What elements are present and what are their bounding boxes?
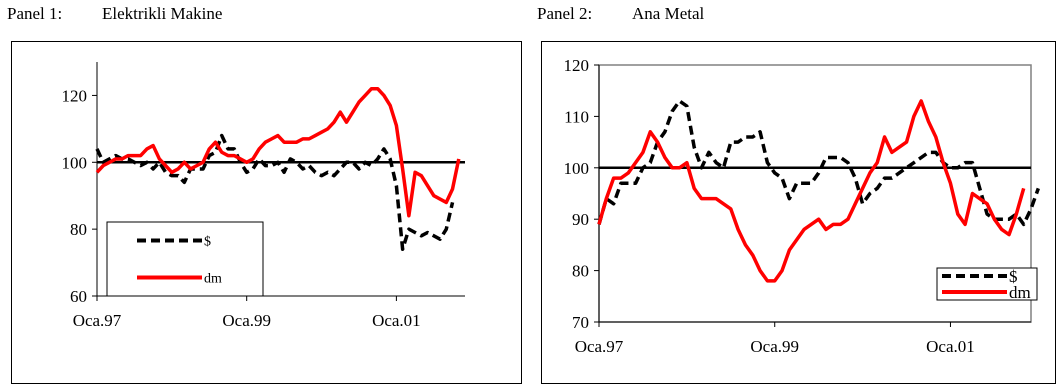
panel-1-title: Elektrikli Makine <box>102 4 223 23</box>
series-dm-line <box>95 86 461 218</box>
x-tick-label: Oca.97 <box>73 311 122 330</box>
panel-1-chart-frame: 60 80 100 120 Oca.97 Oca.99 Oca.01 $ dm <box>11 41 522 384</box>
legend-box <box>936 267 1038 301</box>
panel-1-caption: Panel 1: Elektrikli Makine <box>7 4 222 24</box>
x-tick-label: Oca.01 <box>372 311 421 330</box>
series-usd-line <box>597 99 1040 227</box>
panel-2-chart: 70 80 90 100 110 120 Oca.97 Oca.99 Oca.01 $dm <box>564 56 1040 356</box>
y-tick-label: 70 <box>572 313 589 332</box>
legend-label: $ <box>204 234 211 249</box>
panel-1-label: Panel 1: <box>7 4 63 23</box>
series-dm-line <box>597 99 1026 283</box>
legend-label: dm <box>1009 283 1031 302</box>
x-tick-label: Oca.01 <box>926 337 975 356</box>
panel-2-title: Ana Metal <box>632 4 705 23</box>
x-tick-label: Oca.97 <box>575 337 624 356</box>
legend-box <box>106 221 264 297</box>
x-tick-label: Oca.99 <box>222 311 271 330</box>
legend-label: $ <box>1009 267 1018 286</box>
y-tick-label: 100 <box>564 159 590 178</box>
x-tick-label: Oca.99 <box>750 337 799 356</box>
panel-2-chart-frame: 70 80 90 100 110 120 Oca.97 Oca.99 Oca.01 $ dm <box>541 41 1056 384</box>
y-tick-label: 80 <box>572 262 589 281</box>
y-tick-label: 120 <box>62 86 88 105</box>
y-tick-label: 110 <box>564 107 589 126</box>
panel-1-chart: 60 80 100 120 Oca.97 Oca.99 Oca.01 $ dm <box>62 62 465 330</box>
panel-2-label: Panel 2: <box>537 4 593 23</box>
series-usd-line <box>95 133 455 251</box>
y-tick-label: 60 <box>70 287 87 306</box>
y-tick-label: 80 <box>70 220 87 239</box>
y-tick-label: 120 <box>564 56 590 75</box>
panel-2-caption: Panel 2: Ana Metal <box>537 4 704 24</box>
y-tick-label: 100 <box>62 153 88 172</box>
y-tick-label: 90 <box>572 210 589 229</box>
legend-label: dm <box>204 271 222 286</box>
